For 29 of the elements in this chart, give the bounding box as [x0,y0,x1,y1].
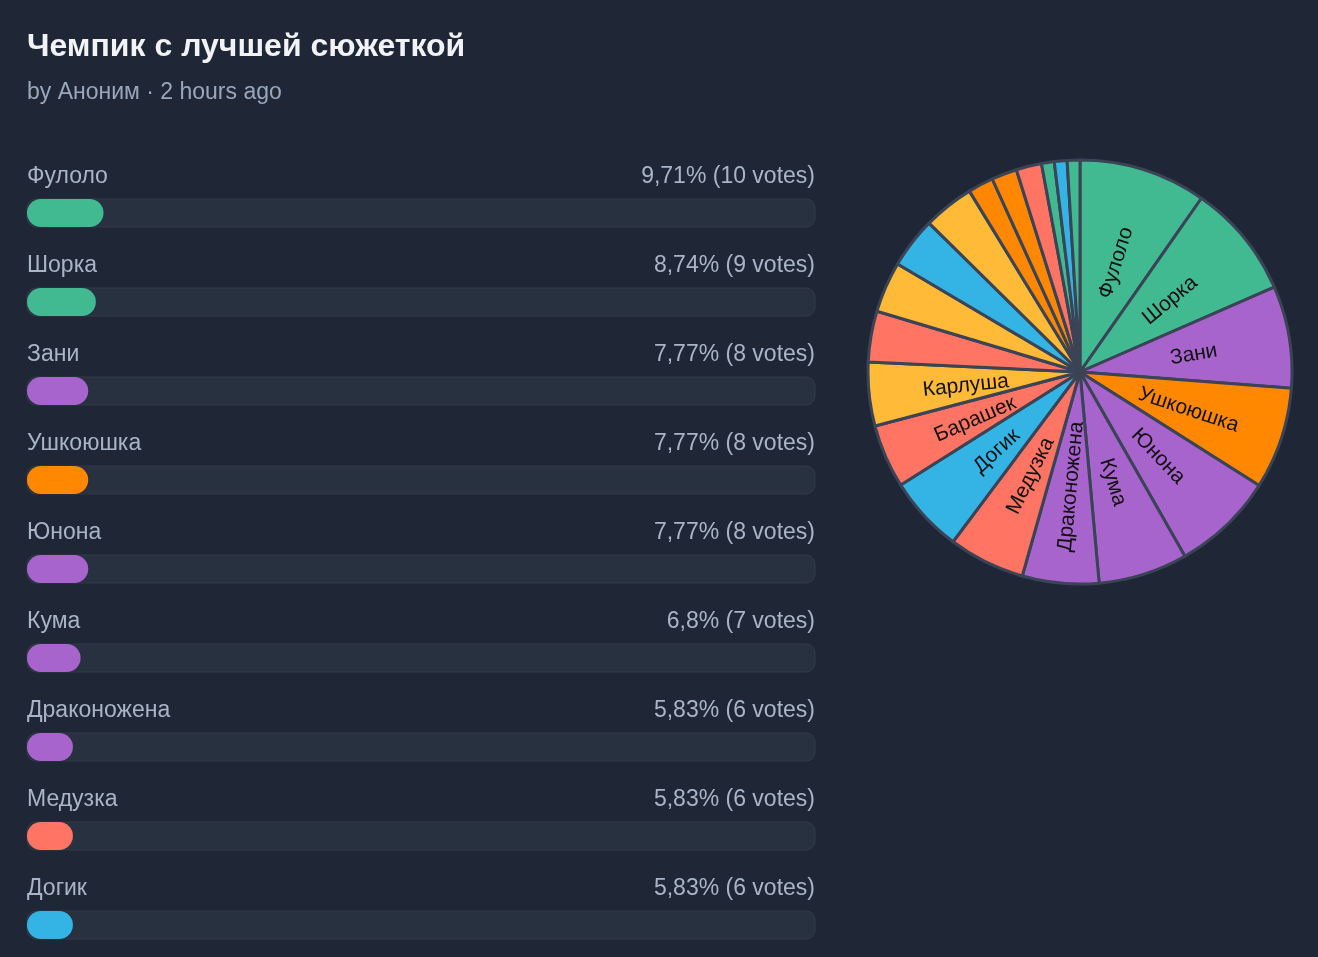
y-tick-label: Фулоло [27,162,108,188]
chart-subtitle: by Аноним · 2 hours ago [27,78,282,104]
y-tick-label: Медузка [27,785,118,811]
y-tick-label: Догик [27,874,88,900]
bar [27,555,89,583]
data-label: 6,8% (7 votes) [666,607,815,633]
y-tick-label: Драконожена [27,696,171,722]
bar [27,288,96,316]
y-tick-label: Юнона [27,518,102,544]
data-label: 9,71% (10 votes) [641,162,815,188]
slice-label: Карлуша [921,368,1010,401]
bar [27,199,104,227]
data-label: 8,74% (9 votes) [653,251,815,277]
y-tick-label: Зани [27,340,80,366]
y-tick-label: Ушкоюшка [27,429,142,455]
data-label: 5,83% (6 votes) [653,874,815,900]
y-tick-label: Кума [27,607,81,633]
slice-label: Кума [1096,455,1133,509]
data-label: 7,77% (8 votes) [653,429,815,455]
bar [27,466,89,494]
data-label: 7,77% (8 votes) [653,340,815,366]
data-label: 5,83% (6 votes) [653,696,815,722]
chart-title: Чемпик с лучшей сюжеткой [27,27,466,63]
data-label: 7,77% (8 votes) [653,518,815,544]
slice-label: Зани [1167,337,1219,369]
data-label: 5,83% (6 votes) [653,785,815,811]
bar [27,377,89,405]
slice-label: Фулоло [1092,223,1137,301]
y-tick-label: Шорка [27,251,98,277]
